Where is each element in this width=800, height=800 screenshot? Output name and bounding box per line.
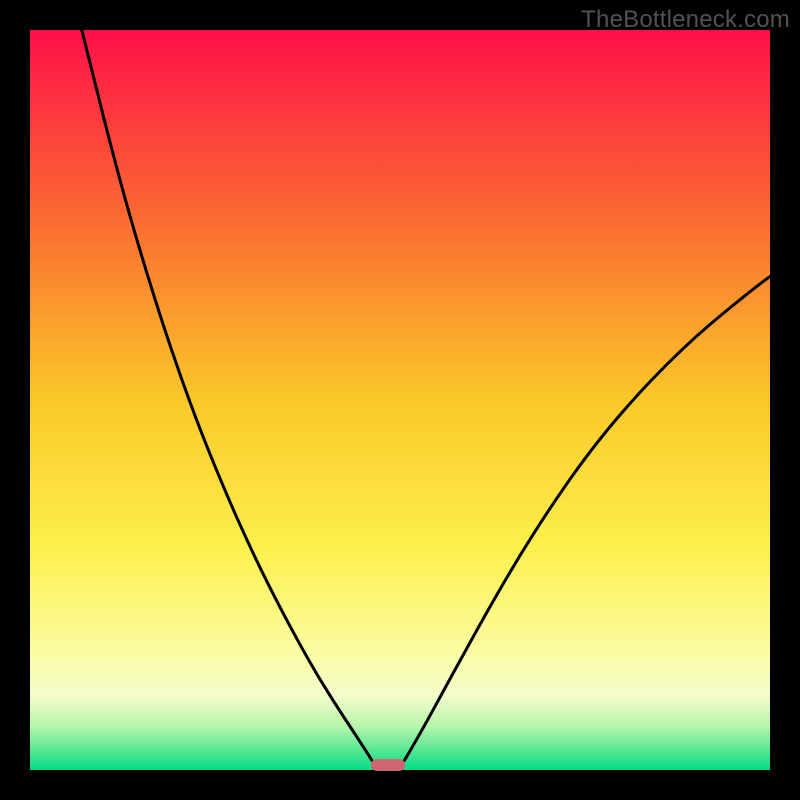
left-curve <box>82 30 372 760</box>
right-curve <box>404 276 770 760</box>
chart-container: TheBottleneck.com <box>0 0 800 800</box>
minimum-marker <box>371 759 405 771</box>
bottleneck-curve <box>0 0 800 800</box>
